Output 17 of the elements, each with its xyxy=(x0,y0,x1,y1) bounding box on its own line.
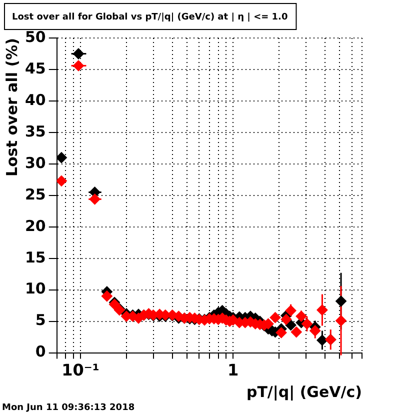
x-tick-label: 1 xyxy=(228,360,239,380)
y-tick-label: 0 xyxy=(35,342,46,361)
y-tick-label: 25 xyxy=(25,185,46,204)
x-tick-label: 10⁻¹ xyxy=(62,360,100,380)
y-tick-label: 15 xyxy=(25,248,46,266)
y-tick-label: 45 xyxy=(25,59,46,78)
y-tick-label: 5 xyxy=(35,311,46,330)
text: Mon Jun 11 09:36:13 2018 xyxy=(2,402,135,413)
y-tick-label: 10 xyxy=(25,280,46,298)
x-axis-title: pT/|q| (GeV/c) xyxy=(246,382,362,401)
y-tick-label: 30 xyxy=(25,154,46,172)
y-tick-label: 40 xyxy=(25,90,46,109)
y-axis-title: Lost over all (%) xyxy=(2,38,21,176)
y-tick-label: 20 xyxy=(25,216,46,235)
chart-title: Lost over all for Global vs pT/|q| (GeV/c) at | η | <= 1.0 xyxy=(12,12,288,22)
y-tick-label: 50 xyxy=(25,28,46,46)
y-tick-label: 35 xyxy=(25,122,46,140)
